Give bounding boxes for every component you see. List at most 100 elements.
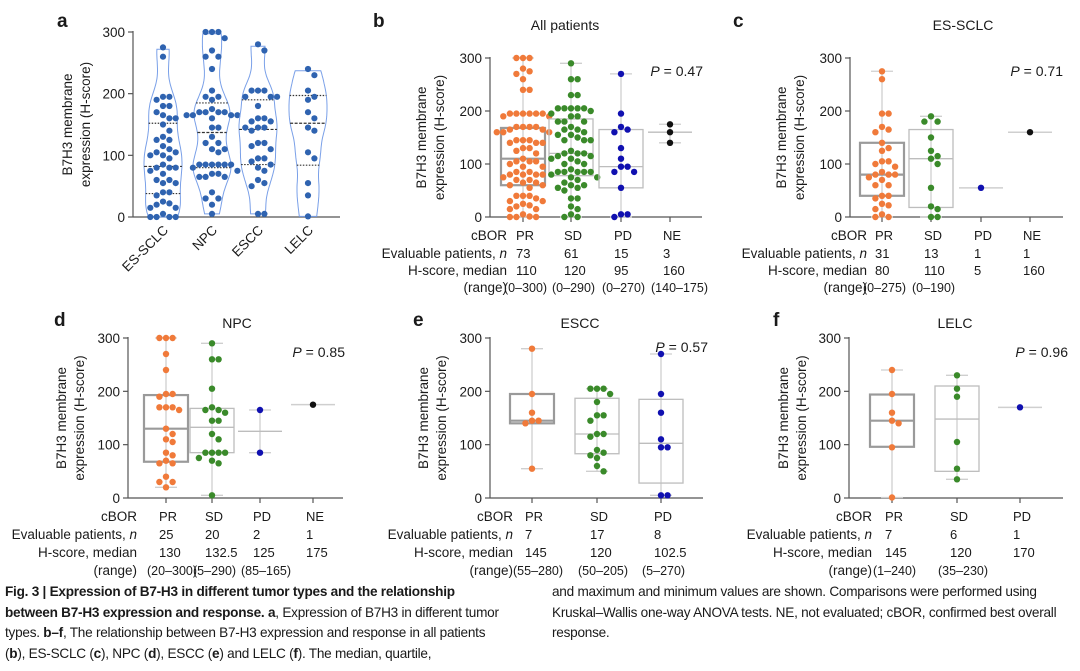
cbor-label: PD (253, 509, 271, 524)
data-point (195, 454, 203, 462)
data-point (878, 76, 886, 83)
row-label-n-text: Evaluable patients, (747, 527, 865, 542)
data-point (878, 211, 886, 218)
data-point (153, 149, 160, 156)
median-value: 160 (1023, 263, 1045, 278)
y-axis-label: expression (H-score) (434, 355, 449, 480)
y-tick-label: 100 (459, 157, 482, 172)
data-point (587, 137, 594, 144)
y-axis-label: expression (H-score) (432, 75, 447, 200)
data-point (156, 334, 163, 342)
data-point (513, 110, 520, 117)
row-label-cbor: cBOR (477, 509, 513, 524)
group-sd: SD 17 120 (50–205) (574, 385, 628, 578)
data-point (189, 112, 196, 119)
data-point (215, 28, 222, 36)
data-point (153, 96, 160, 103)
data-point (208, 47, 216, 54)
data-point (159, 170, 167, 177)
median-value: 130 (159, 545, 181, 560)
data-point (162, 404, 170, 411)
data-point (878, 139, 886, 146)
n-value: 31 (875, 246, 889, 261)
cbor-label: SD (950, 509, 968, 524)
caption-segment: , The relationship between B7-H3 express… (5, 625, 486, 661)
data-point (254, 87, 262, 94)
data-point (196, 161, 203, 168)
n-value: 3 (663, 246, 670, 261)
data-point (519, 76, 527, 83)
data-point (261, 115, 268, 122)
data-point (927, 213, 935, 221)
data-point (657, 409, 665, 416)
data-point (600, 449, 607, 456)
data-point (539, 110, 546, 117)
data-point (228, 112, 235, 119)
cbor-label: PR (159, 509, 177, 524)
data-point (156, 393, 163, 400)
n-value: 15 (614, 246, 628, 261)
data-point (519, 200, 527, 207)
panel-label: d (54, 310, 66, 331)
data-point (506, 110, 514, 117)
data-point (311, 127, 318, 134)
data-point (500, 113, 507, 120)
row-label-n-italic: n (505, 527, 513, 542)
data-point (506, 182, 514, 189)
data-point (888, 417, 896, 424)
data-point (156, 460, 163, 467)
data-point (202, 406, 209, 414)
y-tick-label: 0 (117, 210, 125, 225)
data-point (611, 129, 618, 136)
data-point (567, 76, 575, 83)
y-tick-label: 0 (474, 491, 482, 506)
data-point (304, 124, 312, 131)
panel-c: 0 100 200 300 B7H3 membrane expression (H-sco… (733, 11, 1063, 295)
data-point (208, 87, 216, 94)
data-point (147, 204, 154, 211)
data-point (234, 112, 241, 119)
data-point (872, 195, 879, 202)
data-point (927, 184, 935, 191)
data-point (215, 161, 222, 168)
data-point (513, 213, 520, 221)
data-point (159, 133, 167, 140)
data-point (208, 449, 216, 456)
data-point (162, 436, 170, 443)
data-point (878, 68, 886, 75)
data-point (561, 118, 568, 125)
data-point (221, 35, 228, 42)
n-value: 1 (974, 246, 981, 261)
data-point (532, 110, 540, 117)
y-tick-label: 100 (459, 438, 482, 453)
data-point (519, 65, 527, 72)
data-point (215, 195, 222, 202)
data-point (169, 430, 176, 438)
data-point (506, 213, 514, 221)
data-point (304, 213, 312, 220)
data-point (580, 105, 588, 112)
data-point (934, 118, 941, 125)
data-point (526, 176, 533, 184)
panel-f: 0 100 200 300 B7H3 membrane expression (H-sco… (747, 310, 1069, 578)
data-point (587, 452, 594, 459)
data-point (208, 404, 216, 411)
data-point (215, 139, 222, 147)
panel-title: NPC (222, 315, 252, 331)
n-value: 25 (159, 527, 173, 542)
data-point (215, 449, 222, 456)
range-value: (85–165) (241, 564, 291, 578)
data-point (554, 131, 562, 138)
violin-outline (238, 45, 278, 215)
data-point (574, 134, 581, 141)
data-point (153, 164, 160, 171)
data-point (506, 139, 514, 146)
data-point (221, 173, 228, 180)
data-point (561, 150, 568, 157)
data-point (519, 86, 527, 94)
data-point (267, 93, 274, 100)
data-point (526, 184, 533, 191)
data-point (666, 139, 674, 146)
data-point (153, 176, 160, 184)
data-point (202, 28, 209, 36)
